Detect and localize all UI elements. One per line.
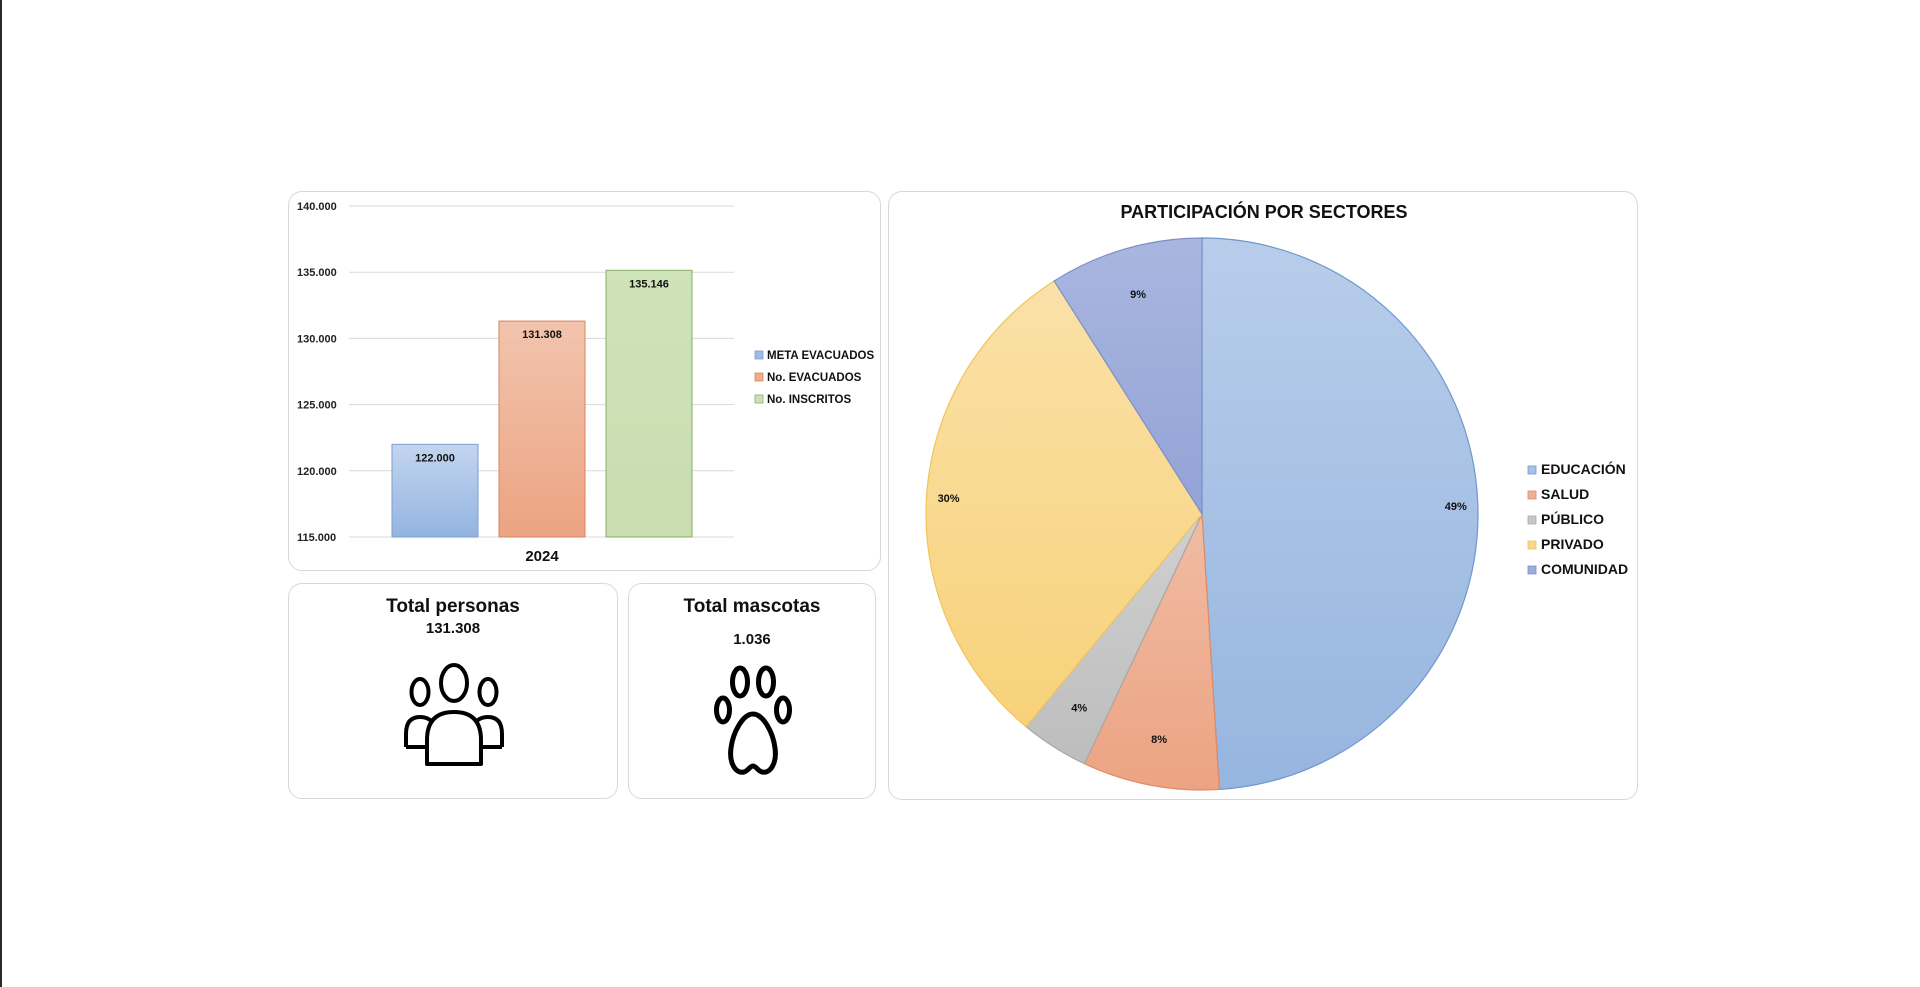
pie-chart-card: PARTICIPACIÓN POR SECTORES 49% 8% 4% 30% 9% E… (888, 191, 1638, 800)
legend-swatch (1527, 490, 1537, 500)
y-tick-label: 115.000 (297, 532, 336, 544)
pie-chart: PARTICIPACIÓN POR SECTORES 49% 8% 4% 30% 9% E… (925, 201, 1628, 791)
legend-label: No. INSCRITOS (767, 394, 851, 406)
legend-label: PRIVADO (1541, 536, 1604, 552)
legend-swatch (1527, 540, 1537, 550)
people-group-icon (404, 663, 504, 766)
total-persons-title: Total personas (386, 596, 520, 617)
pie-slice-salud (1083, 513, 1220, 791)
legend-swatch (754, 372, 764, 382)
bar-chart: 115.000 120.000 125.000 130.000 135.000 140.0… (297, 201, 874, 565)
legend-swatch (1527, 565, 1537, 575)
total-persons-card: Total personas 131.308 (288, 583, 618, 799)
total-pets-card: Total mascotas 1.036 (628, 583, 876, 799)
legend-swatch (1527, 515, 1537, 525)
pie-slice-privado (925, 280, 1203, 728)
pie-chart-title: PARTICIPACIÓN POR SECTORES (1120, 201, 1407, 222)
y-tick-label: 125.000 (297, 400, 337, 412)
bar-meta-evacuados (391, 443, 479, 538)
pie-slice-label: 30% (938, 493, 960, 505)
pie-slice-label: 49% (1445, 501, 1467, 513)
y-tick-label: 130.000 (297, 333, 337, 345)
y-tick-label: 135.000 (297, 267, 337, 279)
paw-icon (714, 665, 792, 775)
legend-label: COMUNIDAD (1541, 561, 1628, 577)
pie-slice-label: 4% (1071, 702, 1087, 714)
legend-label: EDUCACIÓN (1541, 460, 1626, 477)
legend-label: META EVACUADOS (767, 350, 874, 362)
legend-swatch (754, 394, 764, 404)
legend-swatch (754, 350, 764, 360)
total-persons-value: 131.308 (425, 620, 481, 637)
y-tick-label: 140.000 (297, 201, 337, 213)
x-category-label: 2024 (525, 548, 559, 565)
legend-label: No. EVACUADOS (767, 372, 862, 384)
bar-chart-card: 115.000 120.000 125.000 130.000 135.000 140.0… (288, 191, 881, 571)
legend-label: PÚBLICO (1541, 510, 1604, 527)
pie-slice-label: 8% (1151, 734, 1167, 746)
legend-swatch (1527, 465, 1537, 475)
total-pets-title: Total mascotas (683, 596, 821, 617)
legend-label: SALUD (1541, 486, 1589, 502)
left-edge-line (0, 0, 2, 987)
bar-no-inscritos (605, 269, 693, 538)
bar-value-label: 122.000 (415, 452, 455, 464)
y-tick-label: 120.000 (297, 466, 337, 478)
bar-value-label: 135.146 (629, 278, 669, 290)
total-pets-value: 1.036 (733, 631, 771, 648)
bar-value-label: 131.308 (522, 329, 562, 341)
pie-slice-educacion (1201, 237, 1479, 791)
pie-slice-label: 9% (1130, 289, 1146, 301)
bar-no-evacuados (498, 320, 586, 538)
pie-slice-comunidad (1053, 237, 1203, 517)
